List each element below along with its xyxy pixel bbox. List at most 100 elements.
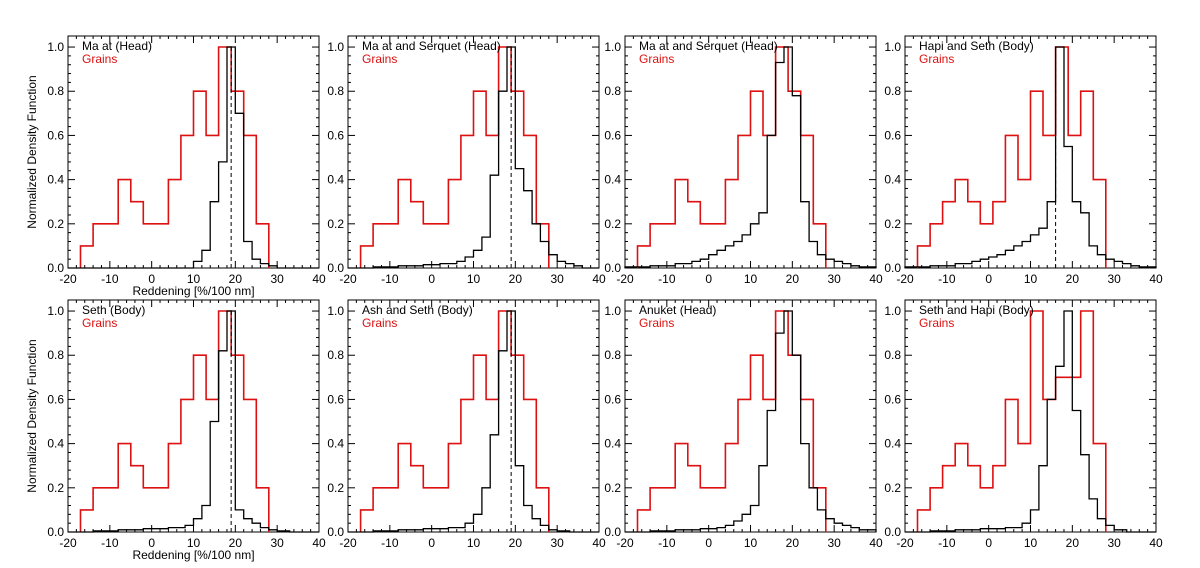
legend-grains: Grains xyxy=(919,316,954,330)
y-tick-label: 0.2 xyxy=(47,217,64,231)
legend-grains: Grains xyxy=(362,316,397,330)
y-tick-label: 0.6 xyxy=(884,128,901,142)
x-tick-label: -20 xyxy=(616,536,634,550)
y-tick-label: 0.6 xyxy=(604,128,621,142)
y-tick-label: 0.8 xyxy=(884,84,901,98)
region-histogram xyxy=(625,310,877,533)
y-tick-label: 0.2 xyxy=(884,217,901,231)
histogram-panel-6: -20 -10 0 10 20 30 40 0.0 0.2 0.4 0.6 0.8 1.0 Ash and… xyxy=(327,299,606,550)
y-tick-label: 1.0 xyxy=(327,40,344,54)
x-tick-label: 40 xyxy=(312,272,326,286)
y-tick-label: 1.0 xyxy=(884,304,901,318)
x-tick-label: 10 xyxy=(744,272,758,286)
histogram-panel-1: -20 -10 0 10 20 30 40 0.0 0.2 0.4 0.6 0.8 1.0 Ma at (… xyxy=(25,35,326,298)
plot-frame xyxy=(347,299,600,533)
plot-frame xyxy=(67,35,320,269)
grains-histogram xyxy=(636,310,827,532)
y-tick-label: 0.6 xyxy=(47,392,64,406)
x-axis-label: Reddening [%/100 nm] xyxy=(132,284,254,298)
x-tick-label: 0 xyxy=(985,536,992,550)
y-tick-label: 0.6 xyxy=(604,392,621,406)
x-tick-label: -20 xyxy=(896,272,914,286)
y-tick-label: 0.0 xyxy=(327,261,344,275)
y-tick-label: 1.0 xyxy=(47,304,64,318)
x-tick-label: 30 xyxy=(270,536,284,550)
legend-grains: Grains xyxy=(82,52,117,66)
y-tick-label: 1.0 xyxy=(327,304,344,318)
y-tick-label: 0.0 xyxy=(327,525,344,539)
y-tick-label: 0.2 xyxy=(327,217,344,231)
histogram-panel-7: -20 -10 0 10 20 30 40 0.0 0.2 0.4 0.6 0.8 1.0 Anuket … xyxy=(604,299,883,550)
x-tick-label: -10 xyxy=(381,536,399,550)
x-tick-label: 10 xyxy=(1024,536,1038,550)
y-tick-label: 1.0 xyxy=(604,304,621,318)
histogram-panel-3: -20 -10 0 10 20 30 40 0.0 0.2 0.4 0.6 0.8 1.0 Ma at a… xyxy=(604,35,883,286)
y-tick-label: 0.2 xyxy=(604,217,621,231)
x-tick-label: 10 xyxy=(187,536,201,550)
y-tick-label: 0.0 xyxy=(47,525,64,539)
x-tick-label: 10 xyxy=(187,272,201,286)
y-tick-label: 0.8 xyxy=(604,84,621,98)
legend-grains: Grains xyxy=(639,52,674,66)
panel-title: Ma at and Serquet (Head) xyxy=(362,39,501,53)
plot-frame xyxy=(67,299,320,533)
x-tick-label: 20 xyxy=(786,536,800,550)
y-tick-label: 0.0 xyxy=(604,525,621,539)
y-tick-label: 0.0 xyxy=(604,261,621,275)
y-tick-label: 0.4 xyxy=(884,437,901,451)
x-tick-label: -10 xyxy=(658,272,676,286)
x-tick-label: 40 xyxy=(312,536,326,550)
x-tick-label: 30 xyxy=(550,272,564,286)
x-tick-label: -20 xyxy=(59,272,77,286)
x-tick-label: -10 xyxy=(101,272,119,286)
x-axis-label: Reddening [%/100 nm] xyxy=(132,548,254,562)
x-tick-label: -20 xyxy=(339,536,357,550)
x-tick-label: 20 xyxy=(229,272,243,286)
plot-frame xyxy=(624,299,877,533)
x-tick-label: 10 xyxy=(1024,272,1038,286)
y-tick-label: 0.4 xyxy=(47,173,64,187)
x-tick-label: -20 xyxy=(616,272,634,286)
y-tick-label: 0.4 xyxy=(884,173,901,187)
x-tick-label: 30 xyxy=(270,272,284,286)
x-tick-label: 10 xyxy=(467,272,481,286)
y-axis-label: Normalized Density Function xyxy=(25,75,39,228)
y-tick-label: 0.2 xyxy=(884,481,901,495)
legend-grains: Grains xyxy=(362,52,397,66)
x-tick-label: 30 xyxy=(1107,272,1121,286)
region-histogram xyxy=(905,310,1156,533)
y-tick-label: 0.2 xyxy=(327,481,344,495)
panel-title: Ma at (Head) xyxy=(82,39,152,53)
x-tick-label: 0 xyxy=(428,536,435,550)
x-tick-label: 40 xyxy=(1149,272,1163,286)
grains-histogram xyxy=(636,46,827,268)
x-tick-label: -10 xyxy=(101,536,119,550)
histogram-panel-8: -20 -10 0 10 20 30 40 0.0 0.2 0.4 0.6 0.8 1.0 Seth an… xyxy=(884,299,1163,550)
panel-title: Ma at and Serquet (Head) xyxy=(639,39,778,53)
grains-histogram xyxy=(79,310,270,532)
x-tick-label: -10 xyxy=(938,272,956,286)
x-tick-label: 20 xyxy=(1066,536,1080,550)
region-histogram xyxy=(68,310,319,533)
y-tick-label: 0.8 xyxy=(884,348,901,362)
y-tick-label: 0.8 xyxy=(327,84,344,98)
grains-histogram xyxy=(916,46,1107,268)
y-tick-label: 0.4 xyxy=(47,437,64,451)
y-tick-label: 1.0 xyxy=(47,40,64,54)
x-tick-label: 0 xyxy=(148,536,155,550)
y-tick-label: 0.2 xyxy=(47,481,64,495)
panel-title: Seth (Body) xyxy=(82,303,145,317)
x-tick-label: -20 xyxy=(59,536,77,550)
legend-grains: Grains xyxy=(919,52,954,66)
region-histogram xyxy=(904,46,1157,268)
y-tick-label: 0.8 xyxy=(327,348,344,362)
x-tick-label: 30 xyxy=(827,272,841,286)
x-tick-label: 40 xyxy=(592,536,606,550)
x-tick-label: 30 xyxy=(1107,536,1121,550)
x-tick-label: 20 xyxy=(509,536,523,550)
panel-title: Anuket (Head) xyxy=(639,303,716,317)
region-histogram xyxy=(348,46,599,269)
x-tick-label: 10 xyxy=(744,536,758,550)
x-tick-label: 0 xyxy=(705,272,712,286)
